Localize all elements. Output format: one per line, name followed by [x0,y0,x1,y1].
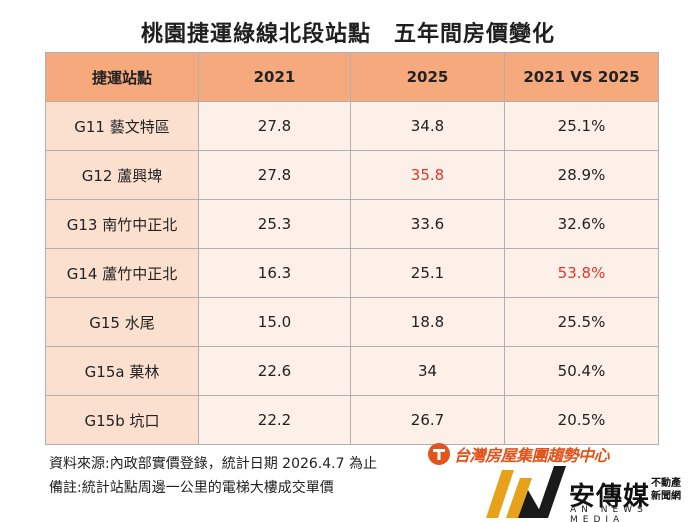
station-cell: G14 蘆竹中正北 [45,248,199,298]
change-cell: 28.9% [504,150,659,200]
page-title: 桃園捷運綠線北段站點 五年間房價變化 [140,22,555,47]
brand-logo-icon [428,443,450,465]
table-row: G13 南竹中正北 25.3 33.6 32.6% [45,199,659,249]
an-news-logo-icon [486,466,566,518]
station-cell: G15b 坑口 [45,395,199,445]
header-2021: 2021 [198,52,351,102]
price-2025-cell: 34.8 [350,101,505,151]
price-2025-cell: 26.7 [350,395,505,445]
price-2021-cell: 27.8 [198,150,351,200]
station-cell: G12 蘆興埤 [45,150,199,200]
price-2021-cell: 25.3 [198,199,351,249]
change-cell: 50.4% [504,346,659,396]
table-row: G12 蘆興埤 27.8 35.8 28.9% [45,150,659,200]
price-2025-cell: 34 [350,346,505,396]
table-header-row: 捷運站點 2021 2025 2021 VS 2025 [45,52,659,102]
table-row: G11 藝文特區 27.8 34.8 25.1% [45,101,659,151]
change-cell-highlight: 53.8% [504,248,659,298]
price-2025-cell: 18.8 [350,297,505,347]
table-row: G15a 菓林 22.6 34 50.4% [45,346,659,396]
price-2025-cell: 33.6 [350,199,505,249]
price-2021-cell: 16.3 [198,248,351,298]
price-2021-cell: 27.8 [198,101,351,151]
table-row: G14 蘆竹中正北 16.3 25.1 53.8% [45,248,659,298]
an-logo-tag-1: 不動產 [651,478,681,489]
price-2025-cell-highlight: 35.8 [350,150,505,200]
header-change: 2021 VS 2025 [504,52,659,102]
station-cell: G15 水尾 [45,297,199,347]
price-table: 捷運站點 2021 2025 2021 VS 2025 G11 藝文特區 27.… [45,52,659,445]
station-cell: G11 藝文特區 [45,101,199,151]
station-cell: G13 南竹中正北 [45,199,199,249]
change-cell: 20.5% [504,395,659,445]
source-note: 資料來源:內政部實價登錄，統計日期 2026.4.7 為止 [49,456,377,472]
change-cell: 25.1% [504,101,659,151]
table-row: G15 水尾 15.0 18.8 25.5% [45,297,659,347]
header-2025: 2025 [350,52,505,102]
an-logo-tag-2: 新聞網 [651,491,681,502]
price-2021-cell: 15.0 [198,297,351,347]
an-logo-english: AN NEWS MEDIA [570,505,648,522]
station-cell: G15a 菓林 [45,346,199,396]
brand-text: 台灣房屋集團趨勢中心 [454,446,610,465]
price-2021-cell: 22.2 [198,395,351,445]
price-2025-cell: 25.1 [350,248,505,298]
change-cell: 32.6% [504,199,659,249]
remark-note: 備註:統計站點周邊一公里的電梯大樓成交單價 [49,480,334,496]
price-2021-cell: 22.6 [198,346,351,396]
brand-label: 台灣房屋集團趨勢中心 [428,442,610,466]
header-station: 捷運站點 [45,52,199,102]
an-logo-name: 安傳媒 [569,482,651,512]
table-row: G15b 坑口 22.2 26.7 20.5% [45,395,659,445]
change-cell: 25.5% [504,297,659,347]
